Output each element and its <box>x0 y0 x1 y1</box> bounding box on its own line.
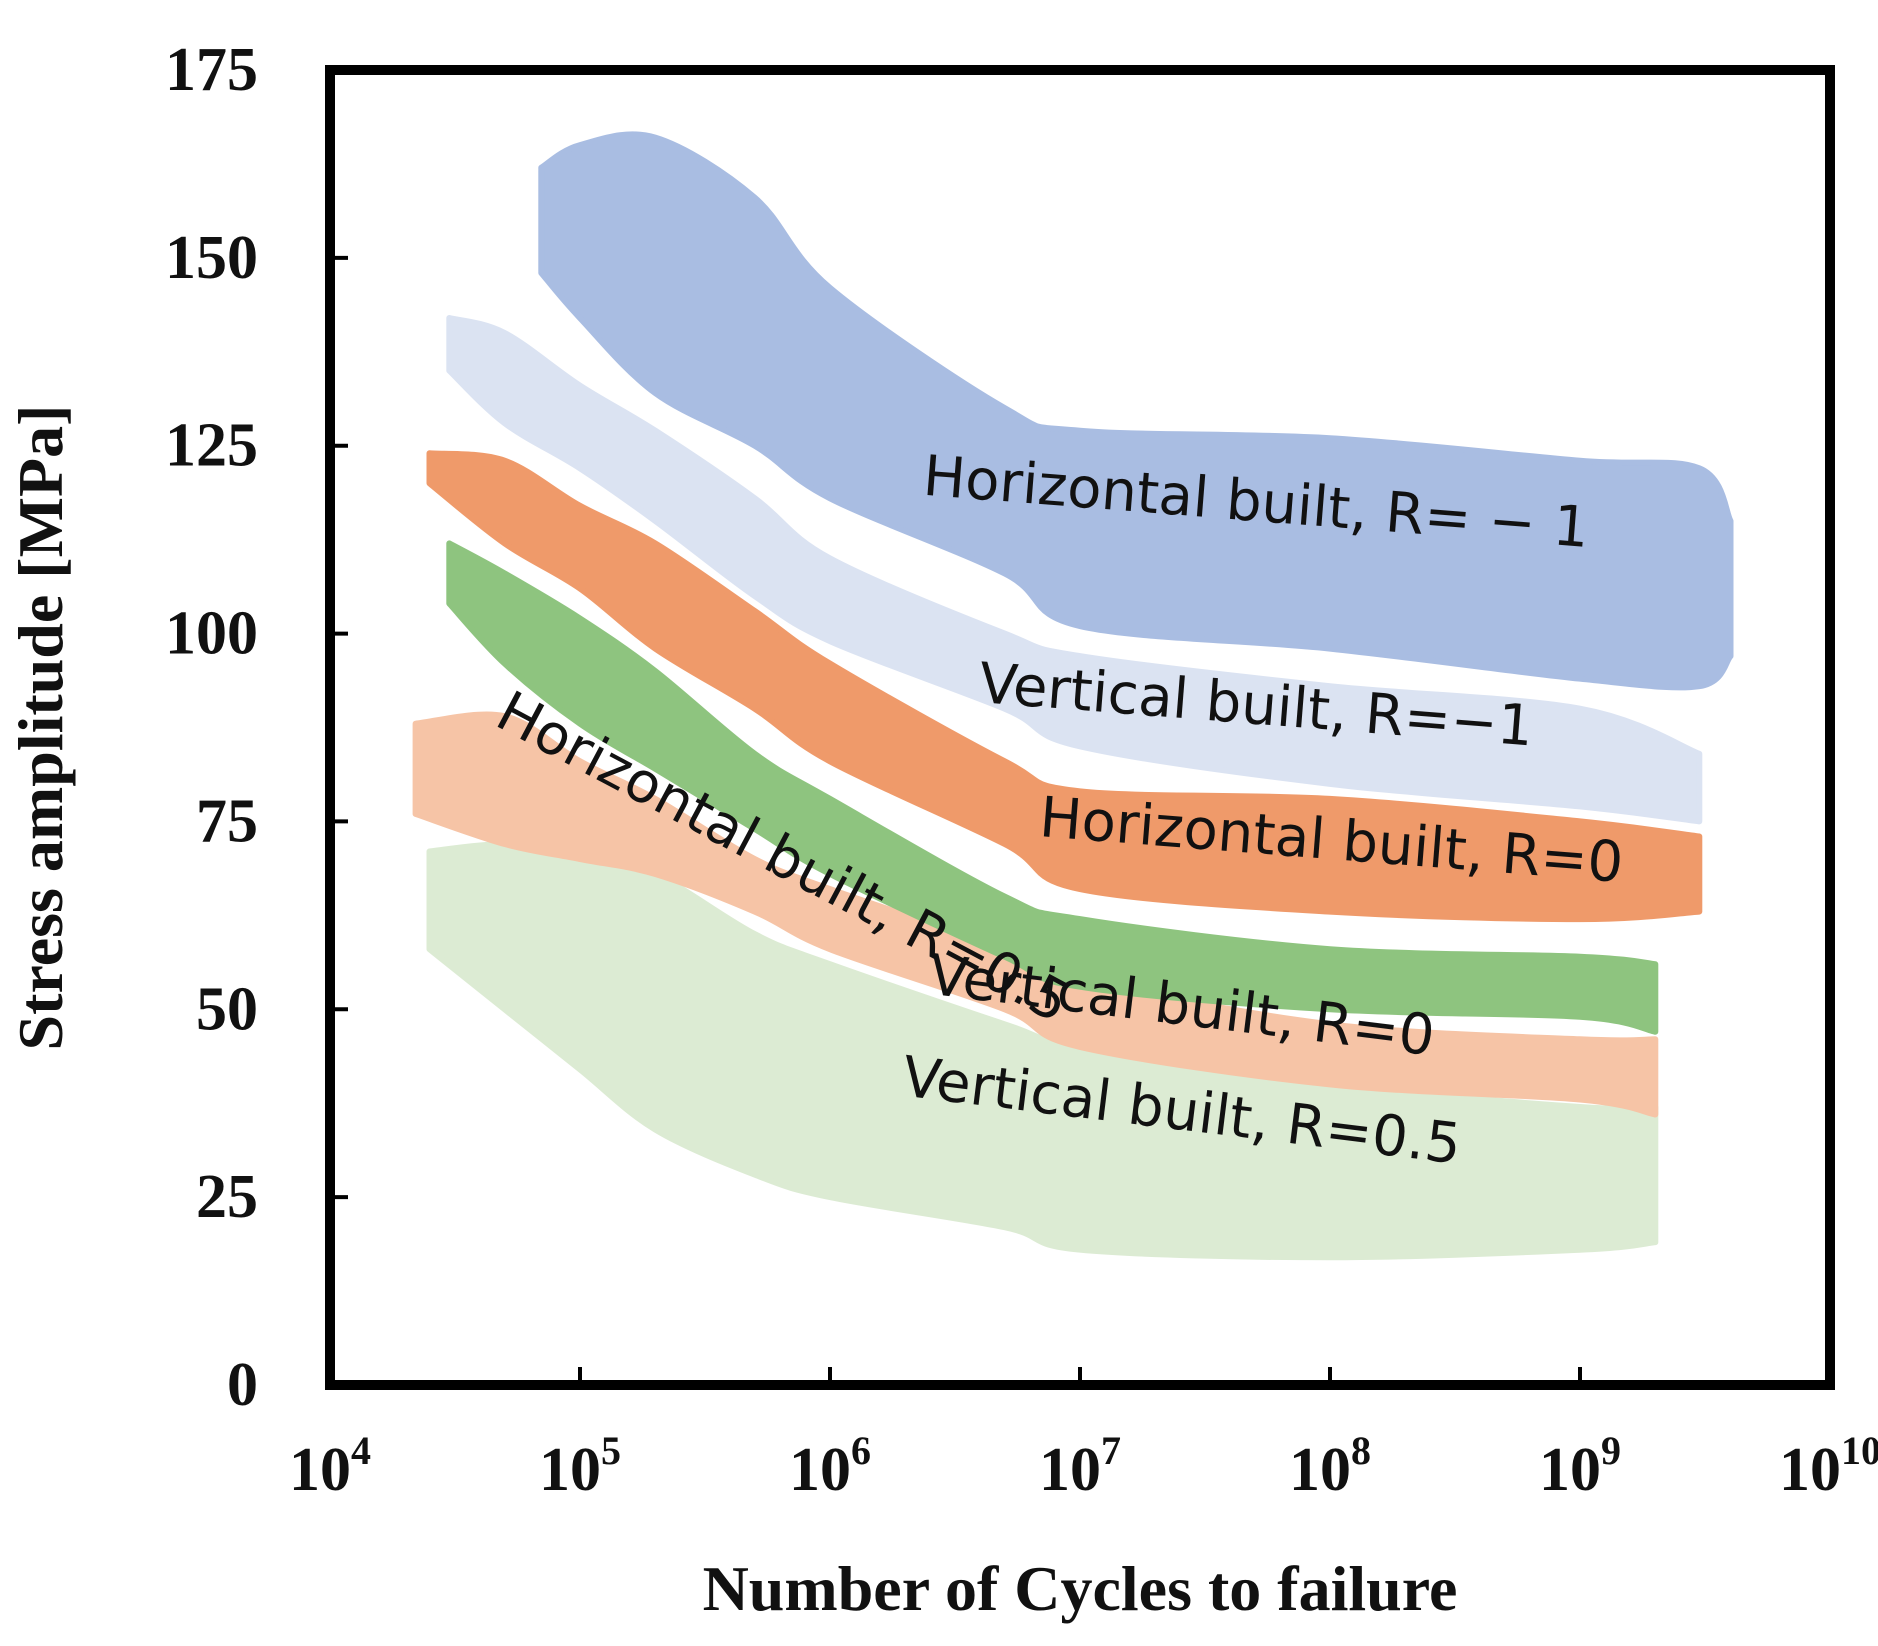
y-tick-label: 175 <box>165 36 258 104</box>
x-tick-base: 10 <box>539 1436 601 1504</box>
x-tick-label: 1010 <box>1779 1428 1878 1504</box>
y-tick-label: 50 <box>196 975 258 1043</box>
x-axis-tick-labels: 104 105 106 107 108 109 1010 <box>289 1428 1878 1504</box>
y-axis-tick-labels: 0 25 50 75 100 125 150 175 <box>165 36 258 1419</box>
x-tick-base: 10 <box>1039 1436 1101 1504</box>
band-horizontal-built-r-0 <box>426 450 1703 923</box>
y-tick-label: 100 <box>165 600 258 668</box>
stress-bands <box>412 131 1734 1261</box>
y-axis-title: Stress amplitude [MPa] <box>5 405 76 1051</box>
y-tick-label: 75 <box>196 787 258 855</box>
x-tick-exponent: 9 <box>1601 1428 1621 1473</box>
x-tick-label: 107 <box>1039 1428 1121 1504</box>
x-tick-exponent: 8 <box>1351 1428 1371 1473</box>
band-vertical-built-r-0-5 <box>426 841 1659 1261</box>
band-vertical-built-r-1 <box>446 315 1703 825</box>
x-tick-base: 10 <box>1539 1436 1601 1504</box>
y-tick-label: 125 <box>165 412 258 480</box>
x-tick-label: 109 <box>1539 1428 1621 1504</box>
y-tick-label: 150 <box>165 224 258 292</box>
x-tick-base: 10 <box>789 1436 851 1504</box>
y-tick-label: 0 <box>227 1351 258 1419</box>
x-tick-base: 10 <box>1289 1436 1351 1504</box>
band-vertical-built-r-0 <box>412 711 1659 1118</box>
x-tick-label: 106 <box>789 1428 871 1504</box>
x-tick-exponent: 10 <box>1841 1428 1878 1473</box>
axis-ticks <box>330 255 1582 1385</box>
band-horizontal-built-r-1 <box>538 131 1734 691</box>
x-tick-exponent: 7 <box>1101 1428 1121 1473</box>
x-tick-base: 10 <box>1779 1436 1841 1504</box>
x-tick-label: 104 <box>289 1428 371 1504</box>
x-tick-exponent: 5 <box>601 1428 621 1473</box>
x-tick-label: 108 <box>1289 1428 1371 1504</box>
y-tick-label: 25 <box>196 1163 258 1231</box>
x-tick-exponent: 4 <box>351 1428 371 1473</box>
band-horizontal-built-r-0-5 <box>446 540 1659 1035</box>
x-tick-exponent: 6 <box>851 1428 871 1473</box>
x-tick-label: 105 <box>539 1428 621 1504</box>
x-axis-title: Number of Cycles to failure <box>703 1553 1458 1624</box>
x-tick-base: 10 <box>289 1436 351 1504</box>
